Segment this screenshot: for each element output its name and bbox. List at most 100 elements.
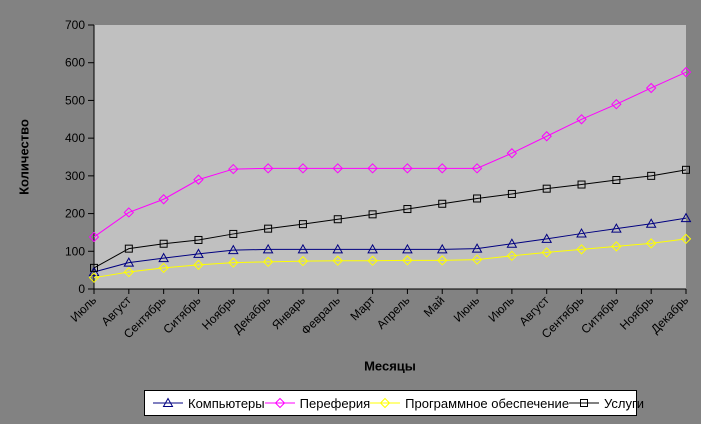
series-marker-Компьютеры — [123, 257, 135, 267]
series-marker-Компьютеры — [158, 252, 170, 263]
x-tick-label: Ситябрь — [578, 293, 621, 336]
series-marker-Программное обеспечение — [541, 247, 552, 258]
series-marker-Услуги — [229, 229, 238, 238]
legend: Компьютеры Переферия Программное обеспечен… — [144, 390, 644, 416]
series-marker-Услуги — [124, 244, 133, 253]
series-marker-Услуги — [298, 220, 307, 229]
series-marker-Компьютеры — [402, 243, 413, 254]
series-marker-Компьютеры — [436, 243, 448, 254]
legend-sample-marker — [580, 399, 589, 407]
series-marker-Компьютеры — [506, 238, 518, 248]
series-marker-Переферия — [367, 163, 378, 174]
legend-sample-marker — [274, 397, 285, 409]
series-marker-Переферия — [193, 174, 204, 185]
series-marker-Переферия — [262, 163, 274, 174]
x-tick-label: Декабрь — [230, 293, 273, 336]
series-marker-Программное обеспечение — [193, 259, 204, 271]
x-tick-label: Март — [348, 293, 379, 324]
series-marker-Компьютеры — [576, 228, 587, 238]
series-marker-Программное обеспечение — [680, 233, 692, 245]
y-tick-label: 0 — [78, 282, 85, 296]
legend-item-4: Услуги — [569, 396, 644, 411]
series-marker-Услуги — [473, 194, 482, 203]
series-marker-Переферия — [123, 207, 135, 218]
series-marker-Услуги — [647, 171, 656, 180]
series-marker-Программное обеспечение — [123, 266, 135, 278]
series-marker-Компьютеры — [645, 218, 657, 228]
series-marker-Услуги — [159, 239, 168, 248]
series-marker-Услуги — [264, 224, 273, 233]
series-marker-Переферия — [680, 66, 692, 78]
series-marker-Услуги — [90, 263, 98, 272]
y-tick-label: 300 — [65, 169, 85, 183]
series-marker-Компьютеры — [332, 243, 344, 254]
legend-sample-marker — [379, 397, 391, 409]
series-marker-Компьютеры — [297, 243, 309, 254]
x-tick-label: Июль — [485, 293, 517, 325]
series-marker-Переферия — [88, 231, 100, 243]
series-marker-Переферия — [297, 163, 309, 174]
series-marker-Услуги — [438, 199, 447, 208]
y-tick-label: 100 — [65, 244, 85, 258]
series-marker-Услуги — [368, 210, 377, 219]
series-line-Программное обеспечение — [93, 238, 687, 279]
series-marker-Компьютеры — [680, 212, 692, 223]
series-marker-Переферия — [541, 131, 552, 142]
series-marker-Программное обеспечение — [88, 272, 100, 283]
plot-area — [94, 25, 686, 289]
square-marker-icon — [569, 399, 600, 407]
legend-item-2: Переферия — [264, 396, 370, 411]
series-marker-Программное обеспечение — [645, 238, 657, 249]
y-tick-label: 200 — [65, 207, 85, 221]
y-tick-label: 400 — [65, 131, 85, 145]
series-marker-Компьютеры — [541, 233, 553, 243]
series-marker-Переферия — [506, 148, 518, 159]
series-marker-Программное обеспечение — [506, 250, 518, 262]
legend-label: Программное обеспечение — [405, 395, 570, 411]
x-axis-title: Месяцы — [364, 358, 416, 374]
series-marker-Услуги — [403, 205, 412, 214]
series-marker-Переферия — [332, 163, 343, 174]
series-marker-Переферия — [158, 194, 169, 205]
diamond-marker-icon — [264, 397, 295, 409]
series-marker-Программное обеспечение — [471, 254, 483, 265]
series-marker-Переферия — [471, 163, 483, 174]
series-marker-Компьютеры — [367, 243, 378, 254]
series-marker-Компьютеры — [610, 223, 622, 233]
y-tick-label: 500 — [65, 93, 85, 107]
series-marker-Переферия — [228, 163, 239, 175]
series-marker-Услуги — [507, 189, 516, 198]
series-marker-Переферия — [576, 114, 587, 125]
legend-item-3: Программное обеспечение — [370, 396, 569, 411]
series-marker-Компьютеры — [262, 243, 274, 254]
series-marker-Переферия — [645, 82, 657, 94]
series-marker-Программное обеспечение — [611, 241, 622, 252]
legend-item-1: Компьютеры — [153, 396, 265, 411]
series-marker-Услуги — [542, 184, 551, 193]
series-marker-Программное обеспечение — [332, 255, 343, 266]
series-marker-Программное обеспечение — [437, 255, 448, 266]
series-marker-Услуги — [194, 235, 203, 244]
x-tick-label: Ситябрь — [160, 293, 203, 336]
series-marker-Услуги — [333, 215, 342, 224]
series-marker-Программное обеспечение — [228, 257, 239, 268]
series-line-Компьютеры — [93, 217, 687, 273]
series-line-Услуги — [93, 169, 687, 269]
series-marker-Программное обеспечение — [262, 256, 274, 268]
series-line-Переферия — [93, 71, 687, 238]
series-marker-Программное обеспечение — [158, 262, 169, 274]
x-tick-label: Июль — [68, 293, 100, 325]
x-tick-label: Апрель — [374, 293, 413, 332]
legend-sample-marker — [162, 397, 174, 407]
series-marker-Компьютеры — [227, 244, 239, 255]
series-marker-Компьютеры — [471, 243, 483, 253]
y-tick-label: 700 — [65, 18, 85, 32]
series-marker-Программное обеспечение — [297, 255, 309, 267]
x-tick-label: Май — [421, 293, 448, 320]
x-tick-label: Декабрь — [648, 293, 691, 336]
diamond-marker-icon — [370, 397, 401, 409]
series-marker-Программное обеспечение — [402, 255, 413, 266]
x-tick-label: Февраль — [298, 293, 342, 337]
